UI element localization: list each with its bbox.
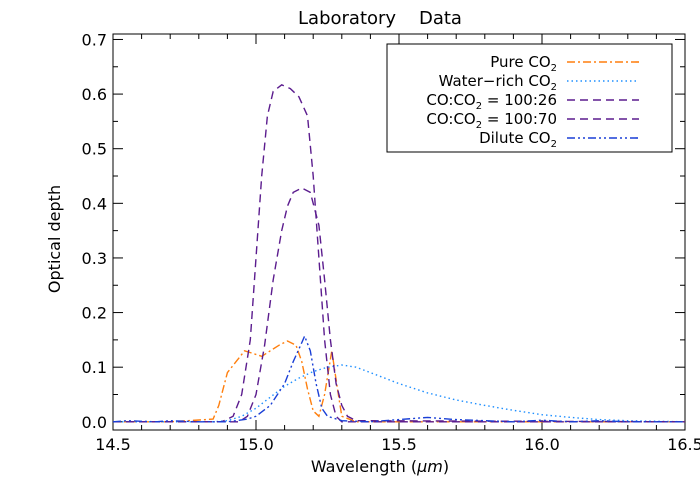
x-axis-title: Wavelength (μm) [311, 457, 449, 476]
y-tick-label: 0.2 [82, 304, 107, 323]
y-tick-label: 0.0 [82, 413, 107, 432]
legend-label-3: CO:CO2 = 100:26 [426, 91, 557, 112]
x-tick-label: 16.5 [667, 435, 700, 454]
series-line-2 [113, 364, 686, 423]
series-line-5 [112, 334, 685, 423]
legend-box [386, 43, 673, 153]
series-line-4 [113, 187, 686, 423]
y-tick-label: 0.5 [82, 140, 107, 159]
series-layer [112, 83, 686, 423]
x-tick-label: 14.5 [95, 435, 131, 454]
x-tick-label: 15.0 [238, 435, 274, 454]
series-line-1 [113, 340, 685, 423]
y-tick-label: 0.1 [82, 358, 107, 377]
legend-label-4: CO:CO2 = 100:70 [426, 110, 557, 131]
legend-label-2: Water−rich CO2 [439, 72, 557, 93]
y-tick-label: 0.6 [82, 85, 107, 104]
series-line-3 [113, 83, 685, 423]
chart-title: Laboratory Data [298, 8, 462, 29]
x-axis-title-close: ) [443, 457, 449, 476]
x-axis-title-unit: μm [416, 457, 443, 476]
legend-label-1: Pure CO2 [490, 53, 557, 74]
y-tick-label: 0.7 [82, 30, 107, 49]
y-axis-title: Optical depth [45, 185, 64, 293]
legend-label-5: Dilute CO2 [479, 129, 557, 150]
x-tick-label: 15.5 [381, 435, 417, 454]
axes: 14.5 15.0 15.5 16.0 16.5 0.0 0.1 0.2 0.3 0.4 0.5 0.… [82, 30, 700, 454]
y-tick-label: 0.3 [82, 249, 107, 268]
y-tick-label: 0.4 [82, 194, 107, 213]
x-tick-label: 16.0 [524, 435, 560, 454]
x-axis-title-text: Wavelength ( [311, 457, 417, 476]
